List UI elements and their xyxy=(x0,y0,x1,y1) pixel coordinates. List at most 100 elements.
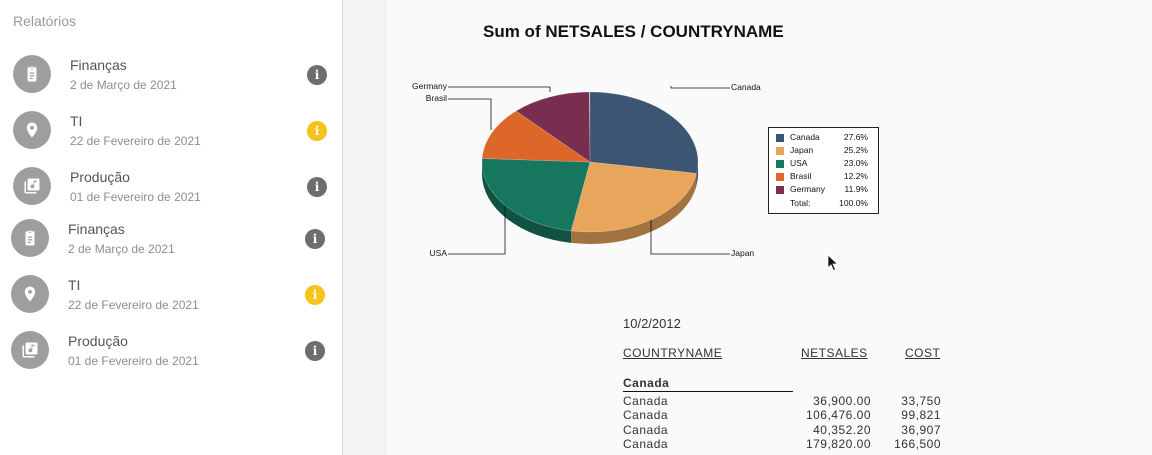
music-library-icon xyxy=(13,167,51,205)
pie-slice-germany xyxy=(515,91,591,163)
legend-percent: 25.2% xyxy=(843,145,868,155)
report-item-title: Finanças xyxy=(68,221,125,237)
legend-row-germany: Germany 11.9% xyxy=(769,184,878,196)
callout-label-usa: USA xyxy=(430,248,448,258)
location-pin-icon xyxy=(13,111,51,149)
cell-cost: 166,500 xyxy=(894,437,941,451)
table-row: Canada 36,900.00 33,750 xyxy=(623,394,953,408)
report-item-date: 01 de Fevereiro de 2021 xyxy=(68,354,199,368)
report-date: 10/2/2012 xyxy=(623,316,681,331)
report-item-title: TI xyxy=(70,113,83,129)
warning-info-icon[interactable]: i xyxy=(307,121,327,141)
legend-label: Japan xyxy=(790,145,814,155)
legend-percent: 12.2% xyxy=(843,171,868,181)
pie-slice-japan xyxy=(570,161,697,233)
report-item-date: 22 de Fevereiro de 2021 xyxy=(68,298,199,312)
sidebar-title: Relatórios xyxy=(13,13,77,29)
callout-label-japan: Japan xyxy=(731,248,754,258)
cell-country: Canada xyxy=(623,437,669,451)
cell-cost: 33,750 xyxy=(901,394,941,408)
pie-slice-usa xyxy=(481,158,591,232)
report-item-date: 2 de Março de 2021 xyxy=(68,242,175,256)
callout-label-brasil: Brasil xyxy=(426,93,447,103)
music-library-icon xyxy=(11,331,49,369)
report-item-title: TI xyxy=(68,277,81,293)
clipboard-icon xyxy=(11,219,49,257)
group-header: Canada xyxy=(623,376,670,390)
cell-country: Canada xyxy=(623,394,669,408)
pie-side-usa xyxy=(482,162,572,243)
info-icon[interactable]: i xyxy=(307,177,327,197)
report-item-financas[interactable]: Finanças 2 de Março de 2021 i xyxy=(0,210,342,266)
report-item-title: Finanças xyxy=(70,57,127,73)
cell-netsales: 179,820.00 xyxy=(805,437,871,451)
report-item-title: Produção xyxy=(70,169,130,185)
callout-line-canada xyxy=(670,86,730,89)
legend-row-brasil: Brasil 12.2% xyxy=(769,171,878,183)
legend-label: Brasil xyxy=(790,171,812,181)
location-pin-icon xyxy=(11,275,49,313)
cell-netsales: 36,900.00 xyxy=(813,394,871,408)
pie-side-japan xyxy=(571,173,697,245)
report-item-date: 01 de Fevereiro de 2021 xyxy=(70,190,201,204)
info-icon[interactable]: i xyxy=(305,341,325,361)
table-row: Canada 106,476.00 99,821 xyxy=(623,408,953,422)
report-item-producao[interactable]: Produção 01 de Fevereiro de 2021 i xyxy=(0,322,342,378)
table-row: Canada 40,352.20 36,907 xyxy=(623,423,953,437)
report-page xyxy=(387,0,1152,455)
legend-swatch xyxy=(776,186,784,194)
column-header-cost: COST xyxy=(905,346,941,360)
legend-percent: 27.6% xyxy=(843,132,868,142)
pie-side-canada xyxy=(696,162,698,186)
pie-slice-brasil xyxy=(481,110,592,163)
callout-label-germany: Germany xyxy=(412,81,448,91)
clipboard-icon xyxy=(13,55,51,93)
legend-row-usa: USA 23.0% xyxy=(769,158,878,170)
legend-total-value: 100.0% xyxy=(839,198,868,208)
cell-cost: 99,821 xyxy=(901,408,941,422)
cell-country: Canada xyxy=(623,423,669,437)
cell-netsales: 40,352.20 xyxy=(813,423,871,437)
legend-percent: 11.9% xyxy=(844,184,868,194)
legend-swatch xyxy=(776,134,784,142)
cell-netsales: 106,476.00 xyxy=(805,408,871,422)
legend-swatch xyxy=(776,173,784,181)
callout-line-brasil xyxy=(448,98,492,130)
legend-row-total: Total: 100.0% xyxy=(769,198,878,210)
report-item-date: 22 de Fevereiro de 2021 xyxy=(70,134,201,148)
column-header-countryname: COUNTRYNAME xyxy=(623,346,723,360)
legend-swatch xyxy=(776,160,784,168)
legend-row-japan: Japan 25.2% xyxy=(769,145,878,157)
group-divider xyxy=(623,391,793,392)
pie-chart: Canada Japan USA Brasil Germany xyxy=(412,81,761,258)
legend-label: USA xyxy=(790,158,808,168)
mouse-cursor-icon xyxy=(827,254,839,272)
pie-slice-canada xyxy=(589,91,699,174)
callout-line-usa xyxy=(448,206,506,255)
callout-line-germany xyxy=(448,86,551,92)
report-item-producao[interactable]: Produção 01 de Fevereiro de 2021 i xyxy=(0,158,342,214)
legend-label: Germany xyxy=(790,184,825,194)
info-icon[interactable]: i xyxy=(307,65,327,85)
column-header-netsales: NETSALES xyxy=(801,346,868,360)
chart-title: Sum of NETSALES / COUNTRYNAME xyxy=(483,22,784,41)
cell-cost: 36,907 xyxy=(901,423,941,437)
reports-sidebar: Relatórios Finanças 2 de Março de 2021 i… xyxy=(0,0,343,455)
info-icon[interactable]: i xyxy=(305,229,325,249)
chart-legend: Canada 27.6% Japan 25.2% USA 23.0% Brasi… xyxy=(768,127,879,214)
callout-line-japan xyxy=(650,220,730,255)
legend-row-canada: Canada 27.6% xyxy=(769,132,878,144)
report-item-date: 2 de Março de 2021 xyxy=(70,78,177,92)
report-item-ti[interactable]: TI 22 de Fevereiro de 2021 i xyxy=(0,102,342,158)
cell-country: Canada xyxy=(623,408,669,422)
legend-percent: 23.0% xyxy=(843,158,868,168)
report-item-financas[interactable]: Finanças 2 de Março de 2021 i xyxy=(0,46,342,102)
report-item-ti[interactable]: TI 22 de Fevereiro de 2021 i xyxy=(0,266,342,322)
legend-label: Canada xyxy=(790,132,820,142)
warning-info-icon[interactable]: i xyxy=(305,285,325,305)
legend-total-label: Total: xyxy=(790,198,811,208)
report-item-title: Produção xyxy=(68,333,128,349)
table-row: Canada 179,820.00 166,500 xyxy=(623,437,953,451)
callout-label-canada: Canada xyxy=(731,82,761,92)
legend-swatch xyxy=(776,147,784,155)
